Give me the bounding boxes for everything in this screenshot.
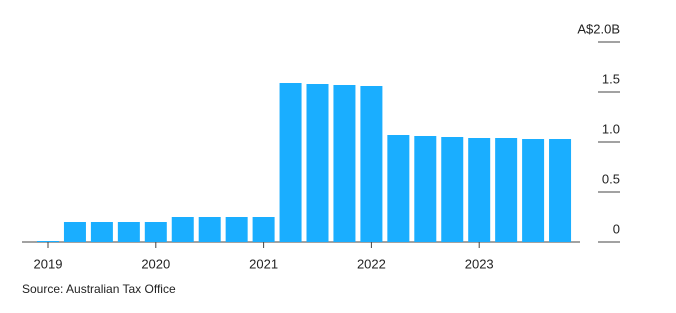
bar — [306, 84, 329, 242]
bar — [441, 137, 464, 242]
y-tick-label: 1.0 — [602, 121, 620, 136]
bar — [549, 139, 572, 242]
y-tick-label: 1.5 — [602, 71, 620, 86]
bar — [117, 222, 140, 242]
x-tick-label: 2023 — [465, 256, 494, 271]
x-tick-label: 2019 — [34, 256, 63, 271]
bar — [171, 217, 194, 242]
bar — [37, 241, 59, 242]
bar — [333, 85, 356, 242]
x-tick-label: 2021 — [249, 256, 278, 271]
bar — [252, 217, 275, 242]
bar — [63, 222, 86, 242]
bar — [279, 83, 302, 242]
x-tick-label: 2022 — [357, 256, 386, 271]
bar — [90, 222, 113, 242]
bar — [522, 139, 545, 242]
bar — [225, 217, 248, 242]
bar — [198, 217, 221, 242]
bar — [360, 86, 383, 242]
y-tick-label: A$2.0B — [577, 21, 620, 36]
bar — [387, 135, 410, 242]
x-tick-label: 2020 — [141, 256, 170, 271]
source: Source: Australian Tax Office — [22, 282, 176, 296]
y-tick-label: 0 — [613, 221, 620, 236]
bar — [468, 138, 491, 242]
bar — [495, 138, 518, 242]
y-tick-label: 0.5 — [602, 171, 620, 186]
bar — [414, 136, 437, 242]
bar — [144, 222, 167, 242]
